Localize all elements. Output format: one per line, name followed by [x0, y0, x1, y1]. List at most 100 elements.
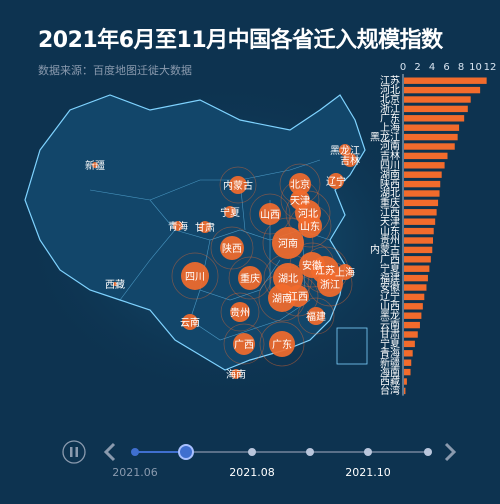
bar[interactable] [404, 105, 468, 113]
bar[interactable] [404, 124, 460, 131]
timeline-label[interactable]: 2021.10 [345, 466, 391, 479]
province-bubble[interactable] [224, 206, 236, 218]
bar[interactable] [404, 227, 434, 235]
province-label: 广东 [272, 338, 292, 351]
timeline[interactable]: 2021.06 2021.08 2021.10 [62, 440, 457, 479]
bar[interactable] [404, 359, 412, 366]
bar[interactable] [404, 321, 420, 329]
timeline-label[interactable]: 2021.06 [112, 466, 158, 479]
bar[interactable] [404, 331, 418, 338]
province-label: 安徽 [302, 259, 322, 272]
bar[interactable] [404, 143, 455, 150]
province-bubble[interactable] [231, 369, 241, 379]
timeline-tick[interactable] [306, 448, 314, 456]
south-sea-inset [336, 327, 368, 365]
bar[interactable] [404, 274, 428, 282]
bubble-ripple [220, 292, 260, 332]
bar[interactable] [404, 350, 413, 357]
province-label: 甘肃 [195, 221, 215, 234]
province-bubble[interactable] [259, 203, 281, 225]
chevron-left-icon[interactable] [103, 442, 116, 462]
timeline-tick[interactable] [131, 448, 139, 456]
category-label: 海南 [380, 365, 400, 378]
bar[interactable] [404, 162, 445, 169]
bar[interactable] [404, 312, 422, 319]
bar[interactable] [404, 86, 481, 94]
bar[interactable] [404, 246, 433, 254]
province-bubble[interactable] [238, 266, 262, 290]
province-bubble[interactable] [230, 302, 250, 322]
province-bubble[interactable] [173, 221, 183, 231]
bar[interactable] [404, 77, 487, 84]
province-bubble[interactable] [272, 227, 304, 259]
category-label: 江苏 [380, 74, 400, 87]
province-bubble[interactable] [181, 262, 209, 290]
province-bubble[interactable] [328, 173, 344, 189]
bar[interactable] [404, 199, 439, 207]
category-label: 江西 [380, 207, 400, 219]
category-label: 重庆 [380, 196, 400, 209]
province-bubble[interactable] [339, 144, 351, 156]
bar[interactable] [404, 133, 458, 141]
province-bubble[interactable] [199, 221, 211, 233]
province-bubble[interactable] [307, 307, 325, 325]
bar[interactable] [404, 256, 431, 263]
bubble-ripple [307, 261, 353, 307]
category-label: 河南 [380, 140, 400, 153]
province-bubble[interactable] [317, 271, 343, 297]
bar[interactable] [404, 171, 442, 178]
province-bubble[interactable] [113, 282, 117, 286]
pause-icon[interactable] [62, 440, 86, 464]
timeline-tick[interactable] [248, 448, 256, 456]
category-label: 上海 [380, 121, 400, 134]
bubble-ripple [223, 323, 265, 365]
province-bubble[interactable] [269, 331, 295, 357]
bubble-ripple [288, 204, 332, 248]
bar[interactable] [404, 387, 406, 395]
province-bubble[interactable] [343, 153, 357, 167]
bar[interactable] [404, 218, 436, 225]
bar[interactable] [404, 284, 427, 291]
province-bubble[interactable] [337, 264, 353, 280]
bar[interactable] [404, 340, 415, 348]
province-bubble[interactable] [229, 176, 247, 194]
province-bubble[interactable] [182, 314, 198, 330]
bar[interactable] [404, 96, 471, 103]
bar[interactable] [404, 115, 465, 122]
province-bubble[interactable] [287, 285, 309, 307]
category-label: 湖北 [380, 188, 400, 200]
bar[interactable] [404, 293, 425, 301]
province-bubble[interactable] [289, 173, 311, 195]
bar[interactable] [404, 209, 437, 216]
bar[interactable] [404, 368, 411, 376]
province-label: 吉林 [340, 154, 360, 167]
category-label: 广东 [380, 112, 400, 125]
category-label: 福建 [380, 271, 400, 284]
pause-bar [75, 447, 78, 457]
timeline-label[interactable]: 2021.08 [229, 466, 275, 479]
province-bubble[interactable] [92, 162, 98, 168]
bar[interactable] [404, 190, 440, 197]
province-label: 四川 [185, 272, 205, 283]
category-label: 吉林 [380, 149, 400, 162]
chevron-right-icon[interactable] [444, 442, 457, 462]
bar[interactable] [404, 303, 423, 310]
province-label: 黑龙江 [330, 144, 360, 157]
province-bubble[interactable] [220, 236, 244, 260]
x-tick-label: 4 [429, 62, 435, 73]
timeline-tick[interactable] [424, 448, 432, 456]
bar[interactable] [404, 378, 407, 385]
province-bubble[interactable] [233, 333, 255, 355]
category-label: 湖南 [380, 168, 400, 181]
timeline-tick[interactable] [364, 448, 372, 456]
category-label: 安徽 [380, 281, 400, 294]
bar[interactable] [404, 237, 433, 244]
bar[interactable] [404, 152, 448, 160]
province-label: 湖南 [272, 292, 292, 305]
bar[interactable] [404, 265, 430, 272]
timeline-handle[interactable] [178, 444, 194, 460]
province-label: 内蒙古 [223, 179, 253, 192]
bar[interactable] [404, 180, 441, 188]
province-bubble[interactable] [298, 214, 322, 238]
